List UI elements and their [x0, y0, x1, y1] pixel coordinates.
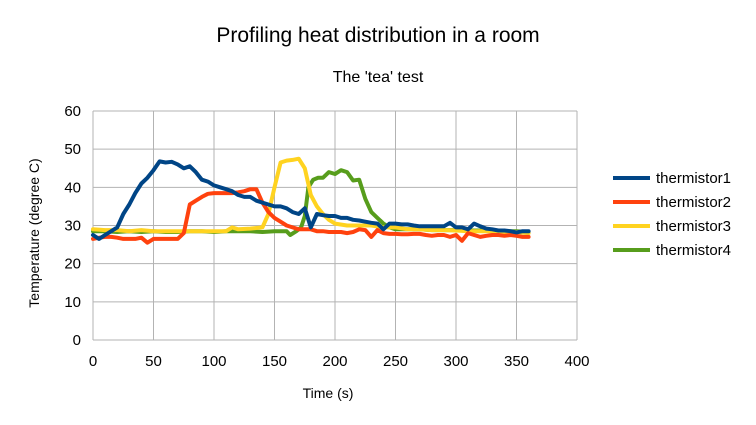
tick-labels: 0 10 20 30 40 50 60 0 50 100 150 200 250 300 350 400: [64, 103, 589, 370]
y-tick-label: 0: [73, 332, 81, 349]
x-tick-label: 300: [443, 353, 468, 370]
y-tick-label: 20: [64, 256, 81, 273]
legend-label-thermistor4: thermistor4: [656, 242, 731, 259]
y-axis-label: Temperature (degree C): [26, 158, 42, 307]
y-tick-label: 50: [64, 141, 81, 158]
series-line-thermistor1: [91, 159, 531, 241]
y-tick-label: 10: [64, 294, 81, 311]
x-tick-label: 250: [383, 353, 408, 370]
x-tick-label: 400: [564, 353, 589, 370]
x-axis-label: Time (s): [303, 385, 354, 401]
x-tick-label: 100: [201, 353, 226, 370]
series-lines: [91, 156, 531, 245]
x-tick-label: 50: [145, 353, 162, 370]
legend-label-thermistor2: thermistor2: [656, 194, 731, 211]
y-tick-label: 30: [64, 218, 81, 235]
y-tick-label: 60: [64, 103, 81, 120]
x-tick-label: 350: [504, 353, 529, 370]
x-tick-label: 200: [322, 353, 347, 370]
y-tick-label: 40: [64, 179, 81, 196]
legend-label-thermistor1: thermistor1: [656, 170, 731, 187]
legend-label-thermistor3: thermistor3: [656, 218, 731, 235]
chart-subtitle: The 'tea' test: [333, 69, 424, 86]
x-tick-label: 0: [89, 353, 97, 370]
series-line-thermistor3: [91, 156, 531, 236]
x-tick-label: 150: [262, 353, 287, 370]
legend: thermistor1 thermistor2 thermistor3 thermis…: [613, 170, 731, 259]
chart-title: Profiling heat distribution in a room: [216, 24, 539, 47]
